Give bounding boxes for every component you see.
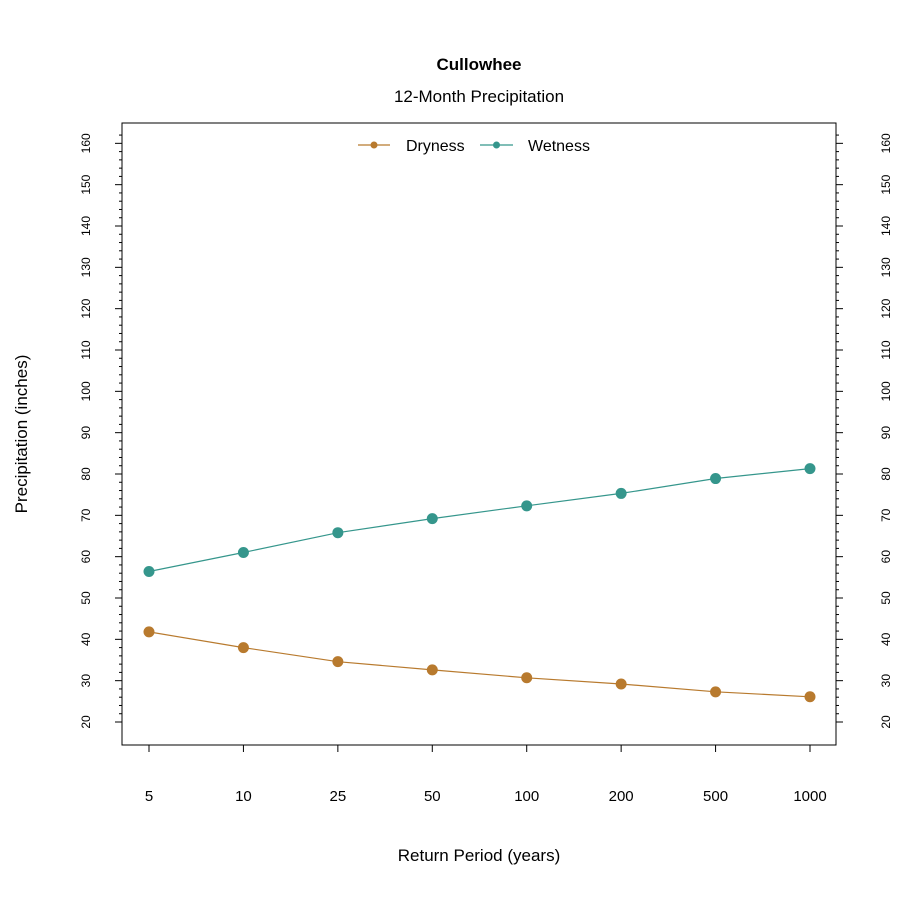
data-point-dryness	[710, 686, 722, 698]
y-tick-label-right: 140	[879, 216, 893, 236]
data-point-wetness	[710, 473, 722, 485]
x-tick-label: 1000	[793, 788, 826, 805]
plot-area	[121, 122, 837, 746]
y-tick-label-right: 20	[879, 715, 893, 729]
y-tick-label-left: 110	[79, 340, 93, 359]
data-point-dryness	[143, 626, 155, 638]
y-tick-label-right: 60	[879, 550, 893, 564]
x-tick-label: 5	[145, 788, 153, 805]
data-point-dryness	[237, 642, 249, 654]
x-tick-label: 10	[235, 788, 252, 805]
y-tick-label-left: 70	[79, 508, 93, 522]
y-tick-label-right: 80	[879, 467, 893, 481]
data-point-wetness	[615, 487, 627, 499]
y-tick-label-left: 60	[79, 550, 93, 564]
y-tick-label-left: 20	[79, 715, 93, 729]
data-point-dryness	[615, 678, 627, 690]
legend-marker-wetness	[493, 141, 500, 149]
y-tick-label-left: 30	[79, 674, 93, 688]
x-tick-label: 500	[703, 788, 728, 805]
x-axis-title: Return Period (years)	[398, 846, 561, 865]
y-tick-label-right: 50	[879, 591, 893, 605]
legend: Dryness Wetness	[358, 138, 590, 155]
y-axis-title: Precipitation (inches)	[12, 355, 31, 514]
legend-marker-dryness	[370, 141, 378, 149]
y-tick-label-left: 160	[79, 133, 93, 153]
y-tick-label-left: 80	[79, 467, 93, 481]
y-tick-label-left: 90	[79, 426, 93, 440]
legend-label-wetness: Wetness	[528, 138, 590, 155]
y-tick-label-left: 150	[79, 174, 93, 194]
data-point-wetness	[521, 500, 533, 512]
data-point-wetness	[804, 463, 816, 475]
data-point-dryness	[804, 691, 816, 703]
y-tick-label-right: 90	[879, 426, 893, 440]
y-tick-label-right: 120	[879, 298, 893, 318]
y-tick-label-left: 50	[79, 591, 93, 605]
series-line-dryness	[148, 631, 811, 698]
y-tick-label-left: 120	[79, 298, 93, 318]
y-tick-label-right: 40	[879, 632, 893, 646]
x-tick-label: 50	[424, 788, 441, 805]
data-point-wetness	[426, 513, 438, 525]
y-tick-label-left: 130	[79, 257, 93, 277]
y-tick-label-right: 160	[879, 133, 893, 153]
y-tick-label-left: 40	[79, 632, 93, 646]
series-line-wetness	[148, 468, 811, 573]
y-tick-label-right: 100	[879, 381, 893, 401]
y-tick-label-right: 130	[879, 257, 893, 277]
data-point-wetness	[143, 566, 155, 578]
data-point-dryness	[521, 672, 533, 684]
y-tick-label-left: 100	[79, 381, 93, 401]
y-tick-label-right: 30	[879, 674, 893, 688]
legend-label-dryness: Dryness	[406, 138, 465, 155]
y-tick-label-left: 140	[79, 216, 93, 236]
data-point-wetness	[332, 527, 344, 539]
x-tick-label: 25	[330, 788, 347, 805]
y-tick-label-right: 150	[879, 174, 893, 194]
chart-subtitle: 12-Month Precipitation	[394, 87, 564, 106]
axes: 20 20 30 30 40 40 50 50 60 60 70 70 80 80 90 90 100 100 11…	[79, 133, 893, 805]
y-tick-label-right: 110	[879, 340, 893, 359]
chart-title: Cullowhee	[436, 55, 521, 74]
series-layer	[143, 463, 816, 703]
data-point-dryness	[332, 656, 344, 668]
x-tick-label: 200	[609, 788, 634, 805]
y-tick-label-right: 70	[879, 508, 893, 522]
x-tick-label: 100	[514, 788, 539, 805]
data-point-dryness	[426, 664, 438, 676]
data-point-wetness	[237, 547, 249, 559]
